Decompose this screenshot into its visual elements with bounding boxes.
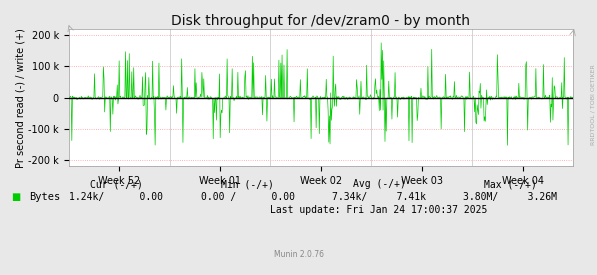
Text: Max (-/+): Max (-/+) (484, 179, 537, 189)
Text: 0.00 /      0.00: 0.00 / 0.00 (201, 192, 295, 202)
Text: 7.34k/     7.41k: 7.34k/ 7.41k (332, 192, 426, 202)
Text: Last update: Fri Jan 24 17:00:37 2025: Last update: Fri Jan 24 17:00:37 2025 (270, 205, 488, 215)
Title: Disk throughput for /dev/zram0 - by month: Disk throughput for /dev/zram0 - by mont… (171, 14, 470, 28)
Y-axis label: Pr second read (-) / write (+): Pr second read (-) / write (+) (16, 28, 26, 167)
Text: Min (-/+): Min (-/+) (221, 179, 274, 189)
Text: 1.24k/      0.00: 1.24k/ 0.00 (69, 192, 164, 202)
Text: Munin 2.0.76: Munin 2.0.76 (273, 250, 324, 259)
Text: Cur (-/+): Cur (-/+) (90, 179, 143, 189)
Text: ■: ■ (11, 192, 20, 202)
Text: RRDTOOL / TOBI OETIKER: RRDTOOL / TOBI OETIKER (590, 64, 595, 145)
Text: Avg (-/+): Avg (-/+) (353, 179, 405, 189)
Text: 3.80M/     3.26M: 3.80M/ 3.26M (463, 192, 558, 202)
Text: Bytes: Bytes (29, 192, 60, 202)
